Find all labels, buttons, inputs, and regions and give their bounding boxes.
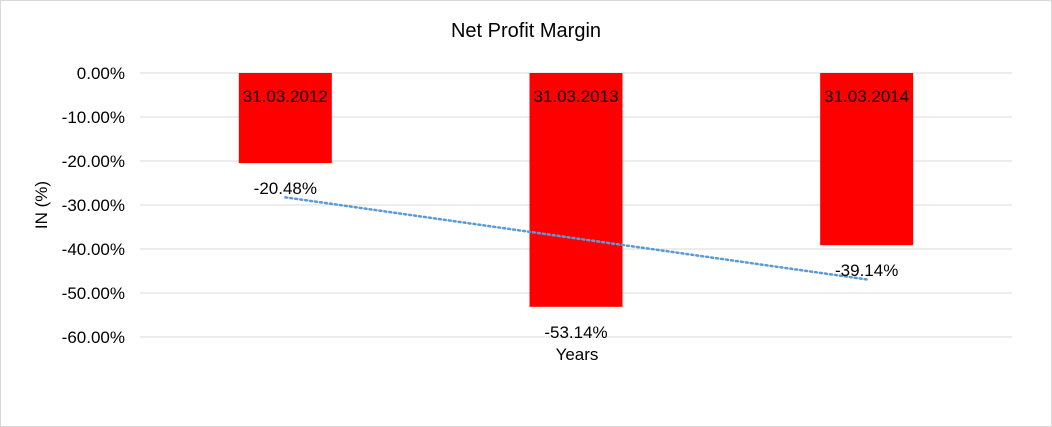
y-axis-label: IN (%) <box>32 181 51 229</box>
y-tick-label: -10.00% <box>62 108 125 127</box>
y-tick-label: 0.00% <box>77 64 125 83</box>
category-label: 31.03.2014 <box>824 87 909 106</box>
trendline <box>284 196 868 281</box>
y-tick-label: -20.00% <box>62 152 125 171</box>
bar <box>820 73 914 246</box>
bar <box>529 73 623 307</box>
chart-title: Net Profit Margin <box>451 20 601 42</box>
category-label: 31.03.2013 <box>533 87 618 106</box>
x-axis-label: Years <box>556 345 599 364</box>
y-tick-label: -30.00% <box>62 196 125 215</box>
y-tick-label: -40.00% <box>62 240 125 259</box>
y-tick-label: -50.00% <box>62 284 125 303</box>
y-tick-label: -60.00% <box>62 328 125 347</box>
category-label: 31.03.2012 <box>243 87 328 106</box>
data-label: -53.14% <box>544 323 607 342</box>
data-label: -20.48% <box>254 179 317 198</box>
data-label: -39.14% <box>835 261 898 280</box>
bar <box>238 73 332 164</box>
